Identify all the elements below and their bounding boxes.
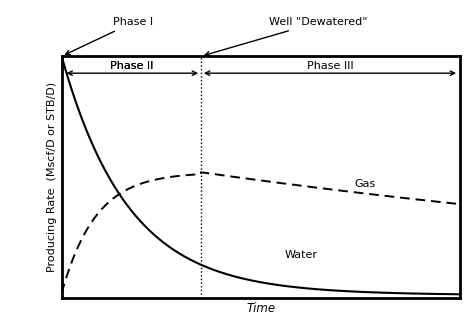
X-axis label: Time: Time	[246, 302, 275, 315]
Y-axis label: Producing Rate  (Mscf/D or STB/D): Producing Rate (Mscf/D or STB/D)	[47, 82, 57, 272]
Text: Phase III: Phase III	[307, 61, 354, 71]
Text: Phase I: Phase I	[65, 17, 154, 55]
Text: Phase II: Phase II	[109, 61, 153, 71]
Text: Water: Water	[284, 250, 318, 260]
Text: Gas: Gas	[354, 179, 375, 189]
Text: Well "Dewatered": Well "Dewatered"	[205, 17, 367, 56]
Text: Phase II: Phase II	[109, 61, 153, 71]
